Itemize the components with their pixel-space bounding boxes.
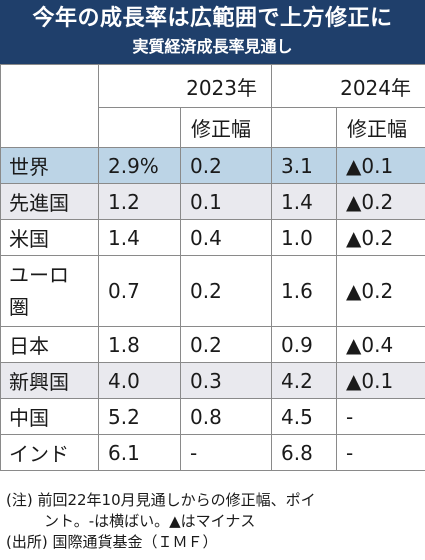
region-name: 世界 [0,147,99,184]
region-name-line2: 圏 [9,295,29,319]
year-header-row: 2023年 2024年 [0,64,425,108]
forecast-2023: 0.7 [98,255,181,327]
forecast-2023: 1.2 [98,183,181,220]
revision-2023-subheader: 修正幅 [180,107,272,148]
region-name: 先進国 [0,183,99,220]
growth-forecast-table: 2023年 2024年 修正幅 修正幅 世界 2.9% 0.2 3.1 ▲0.1… [0,64,425,471]
forecast-2024: 1.0 [271,219,337,256]
table-row: 新興国 4.0 0.3 4.2 ▲0.1 [0,362,425,399]
revision-2024: - [336,434,425,471]
revision-2024: ▲0.2 [336,183,425,220]
forecast-2023: 1.4 [98,219,181,256]
revision-2024: ▲0.4 [336,326,425,363]
forecast-2023: 6.1 [98,434,181,471]
corner-cell-lower [0,107,99,148]
forecast-2024: 1.4 [271,183,337,220]
table-row: 米国 1.4 0.4 1.0 ▲0.2 [0,219,425,256]
revision-2023: 0.4 [180,219,272,256]
revision-2024-subheader: 修正幅 [336,107,425,148]
note-line-1: (注) 前回22年10月見通しからの修正幅、ポイ [6,491,316,509]
revision-2023: 0.8 [180,398,272,435]
year-2024-header: 2024年 [271,64,425,108]
year-2023-header: 2023年 [98,64,272,108]
revision-2023: - [180,434,272,471]
forecast-2023: 5.2 [98,398,181,435]
forecast-2023: 2.9% [98,147,181,184]
forecast-2024: 3.1 [271,147,337,184]
revision-2023: 0.2 [180,255,272,327]
region-name: インド [0,434,99,471]
revision-2023: 0.1 [180,183,272,220]
region-name: 米国 [0,219,99,256]
table-row: インド 6.1 - 6.8 - [0,434,425,471]
source-note: (出所) 国際通貨基金（ＩＭＦ） [6,533,218,551]
page-subtitle: 実質経済成長率見通し [132,37,293,56]
revision-2024: - [336,398,425,435]
table-row: 日本 1.8 0.2 0.9 ▲0.4 [0,326,425,363]
forecast-2024: 4.5 [271,398,337,435]
revision-2023: 0.2 [180,147,272,184]
revision-2024: ▲0.2 [336,219,425,256]
revision-2024: ▲0.1 [336,147,425,184]
revision-2023: 0.3 [180,362,272,399]
forecast-2024: 6.8 [271,434,337,471]
revision-2023: 0.2 [180,326,272,363]
page-title: 今年の成長率は広範囲で上方修正に [32,6,393,31]
forecast-2023: 4.0 [98,362,181,399]
region-name: 中国 [0,398,99,435]
forecast-2024: 0.9 [271,326,337,363]
revision-2024: ▲0.2 [336,255,425,327]
forecast-2024: 1.6 [271,255,337,327]
table-row: 中国 5.2 0.8 4.5 - [0,398,425,435]
forecast-2023-subheader [98,107,181,148]
region-name: 新興国 [0,362,99,399]
region-name: ユーロ 圏 [0,255,99,327]
header-banner: 今年の成長率は広範囲で上方修正に 実質経済成長率見通し [0,0,425,64]
forecast-2024-subheader [271,107,337,148]
table-row: 世界 2.9% 0.2 3.1 ▲0.1 [0,147,425,184]
region-name-line1: ユーロ [9,263,69,287]
footnotes: (注) 前回22年10月見通しからの修正幅、ポイ ント。-は横ばい。▲はマイナス… [6,490,420,553]
forecast-2024: 4.2 [271,362,337,399]
table-row: 先進国 1.2 0.1 1.4 ▲0.2 [0,183,425,220]
subheader-row: 修正幅 修正幅 [0,107,425,148]
table-row: ユーロ 圏 0.7 0.2 1.6 ▲0.2 [0,255,425,327]
corner-cell [0,64,99,108]
region-name: 日本 [0,326,99,363]
forecast-2023: 1.8 [98,326,181,363]
note-line-2: ント。-は横ばい。▲はマイナス [44,512,256,530]
revision-2024: ▲0.1 [336,362,425,399]
